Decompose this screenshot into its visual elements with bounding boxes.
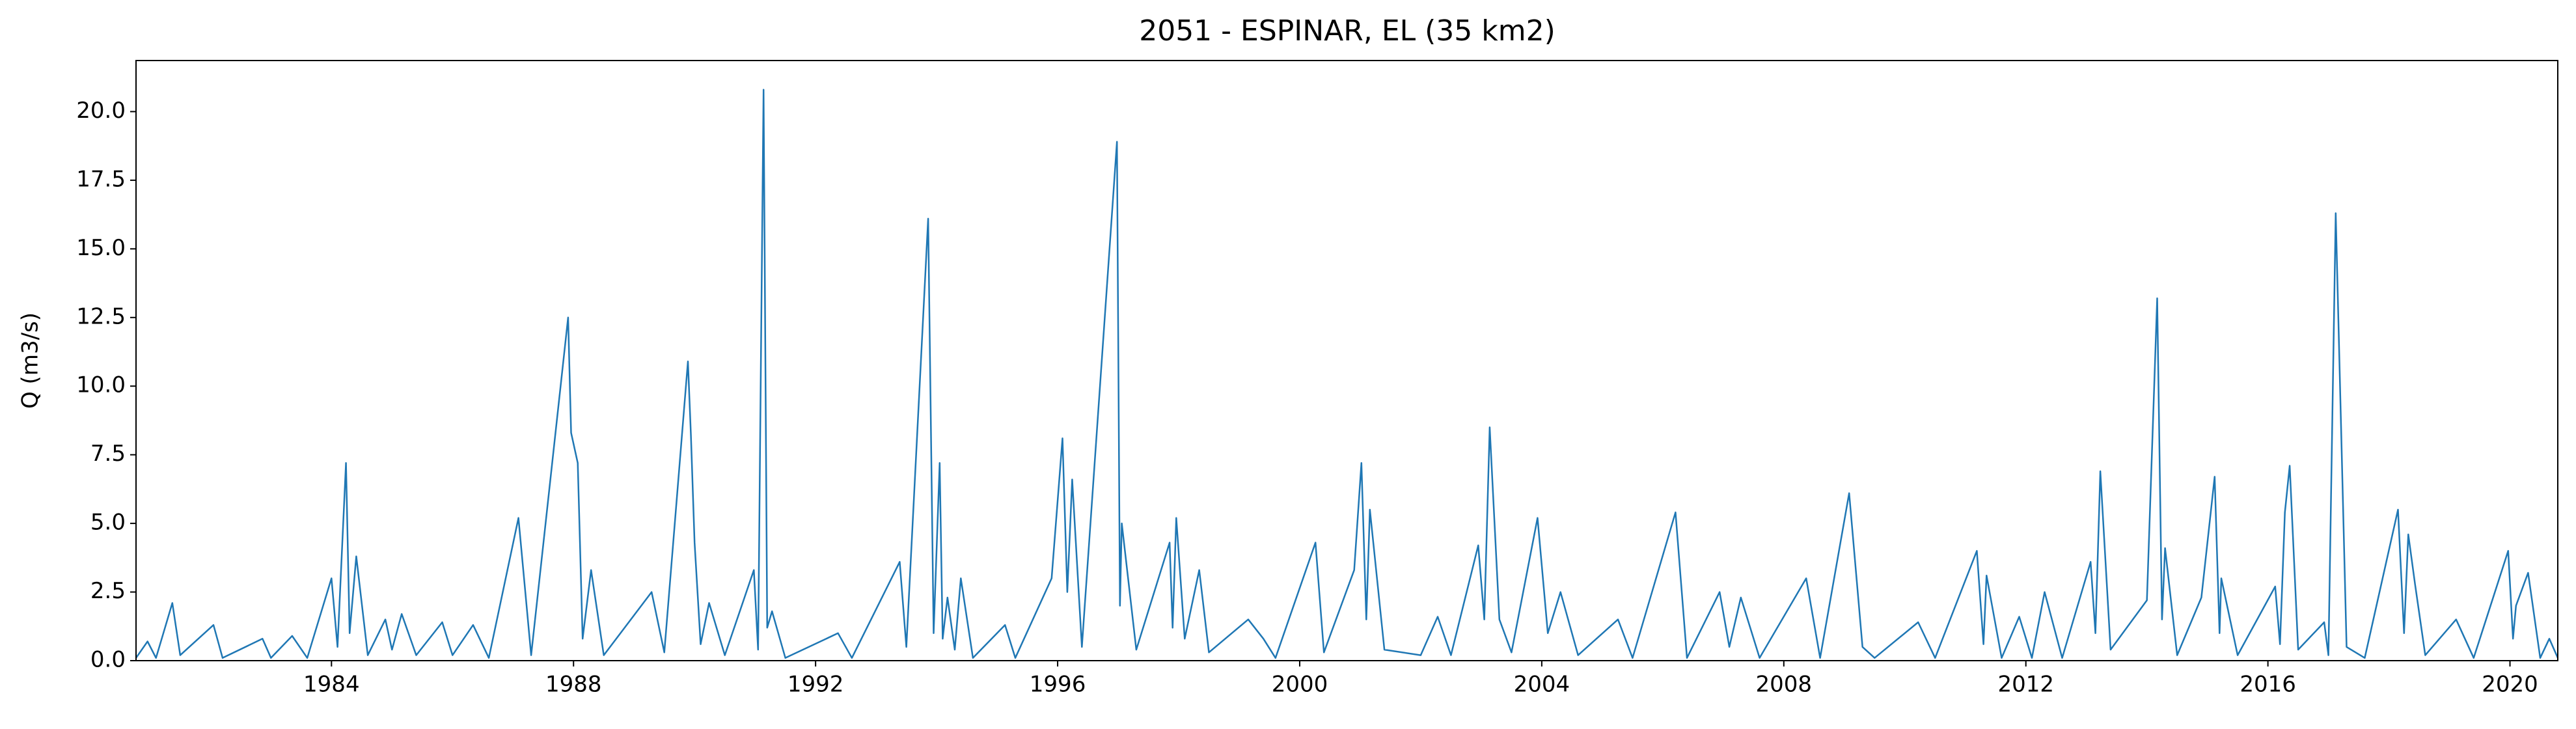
flow-line <box>135 89 2559 659</box>
x-tick-label: 2016 <box>2240 672 2296 698</box>
x-tick-label: 2000 <box>1272 672 1328 698</box>
plot-frame <box>135 60 2558 661</box>
x-tick-label: 2008 <box>1756 672 1813 698</box>
y-tick-label: 7.5 <box>90 441 126 467</box>
x-tick-label: 2004 <box>1514 672 1570 698</box>
y-tick-label: 15.0 <box>76 235 126 261</box>
x-tick-label: 1992 <box>788 672 844 698</box>
x-tick-label: 1996 <box>1030 672 1086 698</box>
y-tick-label: 12.5 <box>76 303 126 329</box>
x-tick-label: 2012 <box>1997 672 2054 698</box>
y-tick-label: 17.5 <box>76 166 126 192</box>
y-tick-label: 10.0 <box>76 372 126 398</box>
x-tick-label: 1984 <box>303 672 360 698</box>
x-tick-label: 1988 <box>545 672 602 698</box>
x-tick-label: 2020 <box>2482 672 2538 698</box>
y-tick-label: 20.0 <box>76 98 126 124</box>
y-axis-label: Q (m3/s) <box>18 312 44 409</box>
chart-title: 2051 - ESPINAR, EL (35 km2) <box>1139 14 1555 48</box>
y-tick-label: 2.5 <box>90 578 126 604</box>
y-tick-label: 5.0 <box>90 510 126 536</box>
y-tick-label: 0.0 <box>90 647 126 673</box>
